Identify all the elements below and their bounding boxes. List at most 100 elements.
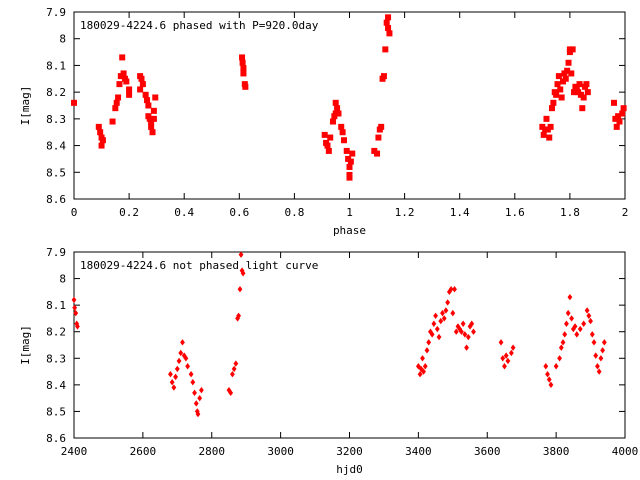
phased-data-point: [126, 86, 133, 93]
unphased-data-point: [586, 312, 592, 319]
unphased-x-tick-label: 3400: [405, 445, 432, 458]
unphased-data-point: [190, 379, 196, 386]
unphased-data-point: [558, 344, 564, 351]
phased-y-tick-label: 8.1: [46, 59, 66, 72]
unphased-data-point: [436, 333, 442, 341]
unphased-data-point: [176, 357, 182, 365]
unphased-data-point: [228, 389, 234, 397]
unphased-data-point: [591, 339, 597, 346]
phased-data-point: [385, 25, 392, 32]
phased-data-point: [98, 142, 105, 149]
phased-data-point: [382, 46, 389, 53]
phased-data-point: [332, 99, 339, 106]
phased-data-point: [613, 123, 620, 130]
phased-data-point: [329, 118, 336, 125]
unphased-data-point: [589, 331, 595, 338]
phased-data-point: [109, 118, 116, 125]
phased-data-point: [343, 147, 350, 154]
unphased-x-tick-label: 2800: [199, 445, 226, 458]
unphased-x-tick-label: 2600: [130, 445, 157, 458]
phased-data-point: [123, 78, 130, 85]
phased-data-point: [119, 54, 126, 61]
phased-x-tick-label: 0.4: [174, 206, 194, 219]
phased-data-point: [584, 89, 591, 96]
phased-data-point: [324, 142, 331, 149]
phased-data-point: [564, 67, 571, 74]
unphased-data-point: [73, 309, 79, 317]
unphased-data-point: [438, 317, 444, 325]
unphased-data-point: [596, 368, 602, 375]
phased-data-point: [99, 137, 106, 144]
phased-data-point: [149, 129, 156, 136]
unphased-data-point: [450, 309, 456, 317]
phased-data-point: [583, 81, 590, 88]
unphased-data-points: [71, 251, 607, 418]
unphased-data-point: [465, 333, 471, 341]
phased-data-point: [385, 14, 392, 21]
phased-data-point: [144, 97, 151, 104]
unphased-y-tick-label: 8.6: [46, 432, 66, 445]
unphased-x-tick-label: 2400: [61, 445, 88, 458]
phased-y-tick-label: 8.4: [46, 140, 66, 153]
phased-data-point: [138, 75, 145, 82]
phased-data-point: [543, 115, 550, 122]
unphased-data-point: [593, 352, 599, 359]
phased-data-point: [569, 46, 576, 53]
unphased-data-point: [548, 381, 554, 389]
phased-data-point: [142, 91, 149, 98]
unphased-x-tick-label: 3800: [543, 445, 570, 458]
phased-data-point: [347, 158, 354, 165]
unphased-data-point: [230, 371, 235, 378]
phased-x-tick-label: 0.8: [284, 206, 304, 219]
unphased-data-point: [588, 317, 593, 325]
unphased-data-point: [185, 363, 191, 370]
phased-data-point: [340, 137, 347, 144]
unphased-data-point: [565, 309, 571, 317]
unphased-data-point: [181, 352, 187, 359]
phased-data-point: [346, 163, 353, 170]
unphased-data-point: [180, 339, 185, 346]
unphased-data-point: [199, 386, 204, 394]
phased-data-point: [240, 70, 247, 77]
unphased-y-tick-label: 8.1: [46, 299, 66, 312]
unphased-data-point: [557, 355, 562, 362]
phased-data-point: [616, 118, 623, 125]
unphased-data-point: [421, 368, 426, 375]
unphased-data-point: [595, 363, 600, 370]
unphased-data-point: [445, 299, 451, 306]
phased-x-tick-label: 0.6: [229, 206, 249, 219]
phased-y-tick-label: 8.5: [46, 166, 66, 179]
unphased-data-point: [462, 331, 468, 338]
unphased-data-point: [510, 344, 516, 351]
unphased-data-point: [572, 323, 578, 330]
unphased-chart: 180029-4224.6 not phased light curve hjd…: [19, 246, 638, 476]
unphased-data-point: [459, 328, 464, 335]
unphased-x-tick-label: 3600: [474, 445, 501, 458]
phased-data-point: [558, 94, 565, 101]
unphased-data-point: [562, 331, 568, 338]
phased-data-point: [386, 30, 393, 37]
unphased-data-point: [197, 394, 203, 402]
unphased-data-point: [418, 365, 424, 373]
unphased-data-point: [464, 344, 469, 351]
unphased-data-point: [71, 296, 77, 304]
phased-data-point: [565, 59, 572, 66]
phased-data-point: [546, 134, 553, 141]
unphased-data-point: [168, 371, 173, 378]
phased-data-point: [325, 147, 332, 154]
unphased-data-point: [498, 339, 504, 346]
phased-data-point: [579, 105, 586, 112]
unphased-data-point: [560, 339, 566, 346]
phased-data-point: [152, 94, 159, 101]
unphased-data-point: [500, 355, 506, 362]
phased-data-point: [338, 123, 345, 130]
phased-data-point: [346, 174, 353, 181]
phased-x-tick-label: 2: [622, 206, 629, 219]
phased-data-point: [615, 113, 622, 120]
unphased-data-point: [505, 357, 511, 365]
unphased-data-point: [195, 410, 201, 418]
phased-data-point: [150, 115, 157, 122]
unphased-y-tick-label: 8.3: [46, 352, 66, 365]
unphased-data-point: [443, 307, 449, 314]
phased-data-point: [554, 81, 561, 88]
